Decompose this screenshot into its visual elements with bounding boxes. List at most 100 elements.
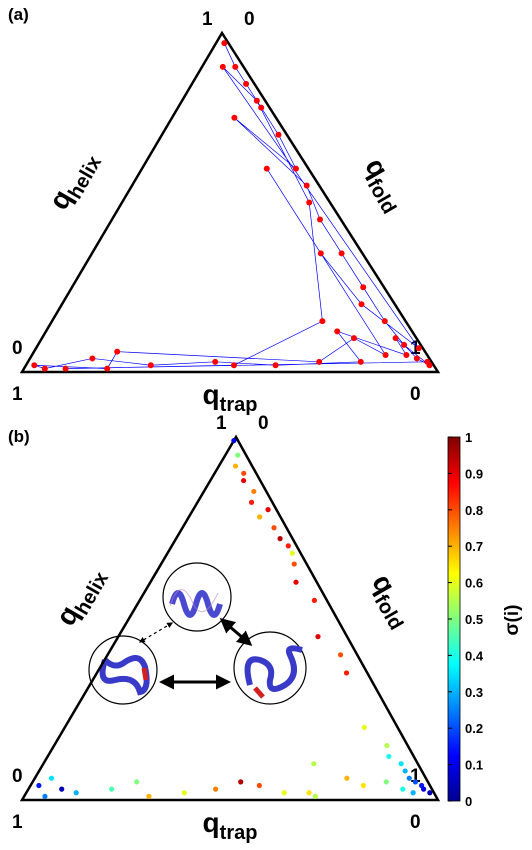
triangle: [19, 30, 441, 374]
state-point: [48, 775, 55, 781]
state-point: [59, 786, 65, 792]
inset-illustrations: [88, 562, 307, 705]
state-point: [272, 362, 279, 369]
arrow: [219, 618, 253, 646]
state-point: [424, 358, 431, 365]
state-point: [384, 742, 390, 749]
state-point: [317, 250, 324, 257]
state-point: [212, 358, 219, 365]
state-point: [89, 355, 96, 362]
state-point: [235, 452, 241, 458]
colorbar-tick-label: 0.8: [465, 503, 483, 518]
colorbar-tick-label: 0.6: [465, 576, 483, 591]
state-point: [219, 63, 226, 70]
state-point: [415, 345, 422, 352]
state-point: [406, 775, 412, 781]
state-point: [401, 341, 408, 348]
colorbar-tick-label: 0.5: [465, 612, 483, 627]
colorbar-tick-label: 0.9: [465, 466, 483, 481]
state-point: [256, 782, 262, 789]
terminus: [253, 686, 265, 699]
trajectory: [34, 43, 430, 369]
colorbar-tick-label: 1: [465, 430, 472, 445]
vertex-label: 0: [410, 812, 421, 833]
axis-symbol: q: [203, 807, 220, 838]
state-point: [413, 355, 420, 362]
state-point: [303, 182, 310, 189]
state-point: [315, 634, 321, 640]
state-point: [147, 362, 154, 369]
trap-cartoon: [99, 655, 150, 696]
state-point: [265, 507, 271, 513]
state-point: [231, 362, 237, 369]
state-point: [41, 365, 48, 372]
state-point: [338, 250, 345, 257]
state-point: [410, 790, 416, 796]
state-point: [311, 597, 318, 603]
colorbar-tick-label: 0: [465, 794, 472, 809]
state-point: [258, 104, 265, 111]
axis-subscript: trap: [220, 822, 258, 844]
state-point: [253, 97, 260, 104]
state-point: [343, 670, 350, 676]
state-point: [398, 761, 404, 767]
state-point: [213, 786, 219, 792]
vertex-label: 0: [12, 338, 23, 359]
state-point: [383, 779, 389, 785]
axis-title: qhelix: [50, 561, 113, 634]
panel-label: (a): [8, 5, 29, 24]
state-point: [31, 362, 38, 369]
state-point: [109, 786, 115, 792]
state-point: [42, 793, 48, 799]
axis-title: qfold: [361, 569, 420, 634]
state-point: [231, 114, 238, 121]
state-point: [285, 543, 291, 549]
state-point: [277, 536, 283, 542]
state-point: [311, 761, 317, 767]
state-point: [181, 790, 187, 796]
state-point: [381, 318, 388, 325]
helix-ensemble: [169, 589, 219, 613]
state-point: [263, 165, 270, 172]
vertex-label: 1: [216, 413, 227, 434]
state-point: [403, 352, 410, 359]
state-point: [36, 782, 42, 789]
colorbar-label: σ(i): [502, 605, 523, 636]
colorbar-tick-label: 0.4: [465, 648, 484, 663]
state-point: [257, 514, 263, 520]
state-point: [248, 499, 255, 505]
vertex-label: 1: [12, 384, 23, 405]
state-point: [337, 652, 344, 658]
state-point: [281, 790, 287, 796]
state-point: [251, 488, 257, 495]
state-point: [73, 790, 79, 796]
colorbar-tick-label: 0.2: [465, 721, 483, 736]
state-point: [382, 352, 389, 359]
state-point: [114, 348, 121, 355]
state-point: [316, 358, 323, 365]
state-point: [351, 335, 357, 342]
state-point: [421, 786, 427, 792]
state-point: [412, 779, 419, 785]
vertex-label: 1: [410, 766, 421, 787]
vertex-label: 0: [244, 9, 255, 30]
state-point: [306, 790, 312, 796]
vertex-label: 1: [12, 812, 23, 833]
state-point: [334, 328, 341, 335]
state-point: [400, 786, 406, 792]
state-point: [241, 470, 247, 476]
vertex-label: 0: [410, 384, 421, 405]
arrow: [138, 622, 174, 643]
state-point: [104, 365, 111, 372]
vertex-label: 1: [202, 9, 213, 30]
state-point: [241, 477, 247, 484]
axis-subscript: helix: [64, 152, 106, 202]
state-point: [427, 790, 433, 796]
fold-cartoon: [244, 645, 303, 692]
state-point: [243, 80, 250, 87]
axis-symbol: q: [203, 379, 220, 410]
colorbar-tick-label: 0.3: [465, 685, 483, 700]
terminus: [141, 667, 149, 681]
state-point: [357, 358, 364, 365]
state-point: [306, 199, 313, 206]
